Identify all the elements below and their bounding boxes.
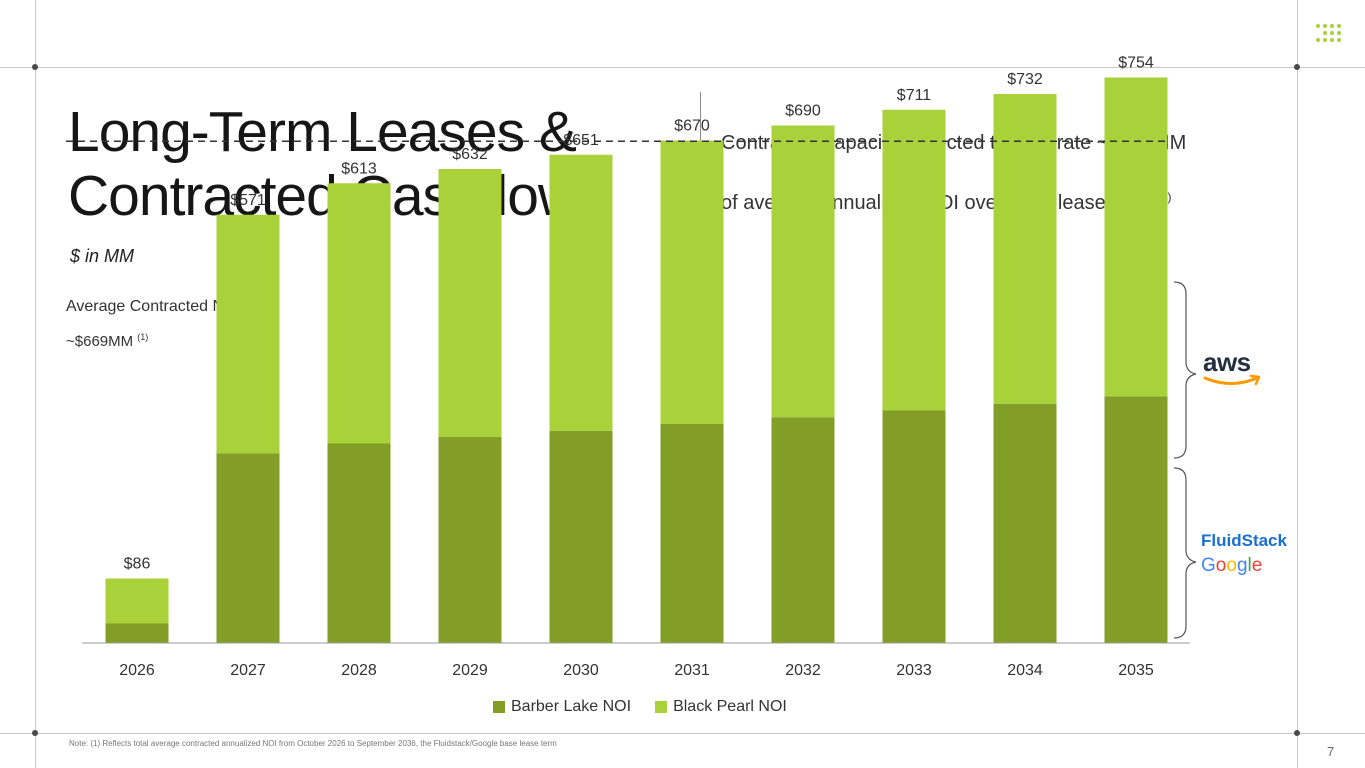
google-letter: o bbox=[1226, 555, 1237, 576]
legend-swatch-barber-lake bbox=[493, 701, 505, 713]
google-logo-text: Google bbox=[1201, 555, 1262, 576]
page-title-line-1: Long-Term Leases & bbox=[68, 100, 577, 164]
frame-corner-dot bbox=[32, 730, 38, 736]
bar-total-label: $670 bbox=[674, 118, 710, 135]
bar-barber-lake bbox=[1104, 396, 1168, 643]
x-tick-label: 2032 bbox=[785, 662, 821, 679]
bar-black-pearl bbox=[216, 214, 280, 454]
google-letter: l bbox=[1247, 555, 1252, 576]
google-letter: g bbox=[1236, 555, 1248, 576]
bar-total-label: $711 bbox=[897, 87, 932, 104]
average-noi-value: ~$669MM (1) bbox=[66, 332, 148, 350]
bar-black-pearl bbox=[660, 140, 724, 424]
bar-total-label: $754 bbox=[1118, 55, 1154, 72]
subtitle-line-1: Contracted capacity expected to generate… bbox=[721, 132, 1187, 154]
bar-barber-lake bbox=[438, 436, 502, 643]
legend-label-barber-lake: Barber Lake NOI bbox=[511, 698, 632, 715]
google-letter: G bbox=[1201, 555, 1216, 576]
aws-logo-icon: aws bbox=[1203, 349, 1263, 393]
fluidstack-logo: FluidStack bbox=[1201, 531, 1287, 550]
google-letter: o bbox=[1215, 555, 1227, 576]
frame-corner-dot bbox=[32, 64, 38, 70]
frame-right-line bbox=[1297, 0, 1298, 768]
fluidstack-google-brace bbox=[1173, 467, 1197, 639]
units-label: $ in MM bbox=[70, 246, 135, 266]
google-logo: Google bbox=[1201, 555, 1262, 577]
x-tick-label: 2035 bbox=[1118, 662, 1154, 679]
x-tick-label: 2031 bbox=[674, 662, 710, 679]
bar-black-pearl bbox=[327, 183, 391, 444]
bar-black-pearl bbox=[438, 169, 502, 437]
average-noi-label: Average Contracted NOI bbox=[66, 298, 241, 315]
x-tick-label: 2029 bbox=[452, 662, 488, 679]
google-letter: e bbox=[1251, 555, 1263, 576]
bar-total-label: $732 bbox=[1007, 71, 1043, 88]
frame-corner-dot bbox=[1294, 730, 1300, 736]
frame-top-line bbox=[0, 67, 1365, 68]
x-tick-label: 2026 bbox=[119, 662, 155, 679]
average-noi-footnote-ref: (1) bbox=[137, 332, 149, 342]
bar-black-pearl bbox=[105, 578, 169, 624]
frame-left-line bbox=[35, 0, 36, 768]
bar-black-pearl bbox=[549, 154, 613, 431]
brand-dots-icon bbox=[1316, 23, 1342, 45]
bar-barber-lake bbox=[105, 623, 169, 643]
bar-black-pearl bbox=[882, 109, 946, 411]
bar-total-label: $632 bbox=[452, 146, 488, 163]
bar-black-pearl bbox=[771, 125, 835, 418]
footnote: Note: (1) Reflects total average contrac… bbox=[69, 739, 557, 748]
bar-barber-lake bbox=[549, 430, 613, 643]
bar-total-label: $613 bbox=[341, 160, 377, 177]
legend-item-barber-lake: Barber Lake NOI bbox=[493, 698, 631, 716]
average-noi-value-text: ~$669MM bbox=[66, 333, 134, 350]
bar-black-pearl bbox=[1104, 77, 1168, 397]
legend-item-black-pearl: Black Pearl NOI bbox=[655, 698, 787, 716]
bar-black-pearl bbox=[993, 94, 1057, 404]
bar-barber-lake bbox=[882, 410, 946, 643]
frame-bottom-line bbox=[0, 733, 1365, 734]
bar-barber-lake bbox=[993, 403, 1057, 643]
bar-total-label: $571 bbox=[230, 192, 266, 209]
bar-total-label: $86 bbox=[124, 556, 151, 573]
bar-total-label: $651 bbox=[563, 132, 599, 149]
bar-barber-lake bbox=[327, 443, 391, 643]
legend-label-black-pearl: Black Pearl NOI bbox=[673, 698, 787, 715]
bar-barber-lake bbox=[216, 453, 280, 643]
aws-logo-text: aws bbox=[1203, 347, 1251, 377]
bar-barber-lake bbox=[660, 424, 724, 643]
aws-smile-icon bbox=[1203, 374, 1261, 386]
x-tick-label: 2033 bbox=[896, 662, 932, 679]
page-number: 7 bbox=[1327, 744, 1335, 759]
x-tick-label: 2034 bbox=[1007, 662, 1043, 679]
aws-brace bbox=[1173, 281, 1197, 459]
bar-total-label: $690 bbox=[785, 103, 821, 120]
x-tick-label: 2028 bbox=[341, 662, 377, 679]
x-tick-label: 2027 bbox=[230, 662, 266, 679]
chart-legend: Barber Lake NOI Black Pearl NOI bbox=[493, 698, 787, 716]
legend-swatch-black-pearl bbox=[655, 701, 668, 713]
frame-corner-dot bbox=[1294, 64, 1300, 70]
bar-barber-lake bbox=[771, 417, 835, 643]
x-tick-label: 2030 bbox=[563, 662, 599, 679]
